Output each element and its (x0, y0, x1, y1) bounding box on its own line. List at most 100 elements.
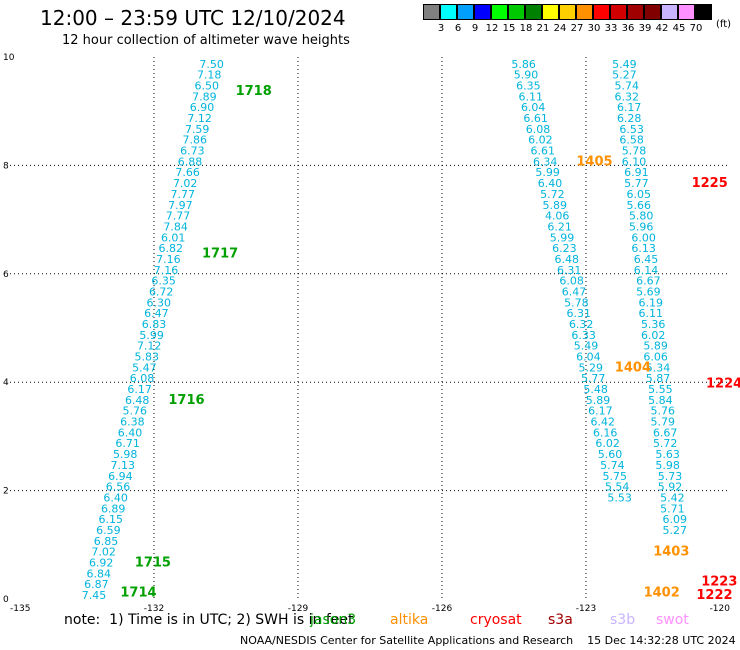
wave-height-point: 5.72 (653, 437, 678, 450)
wave-height-point: 5.49 (612, 58, 637, 71)
wave-height-point: 5.80 (629, 210, 654, 223)
wave-height-point: 6.11 (519, 90, 544, 103)
wave-height-point: 7.02 (91, 546, 116, 559)
wave-height-point: 5.90 (514, 69, 539, 82)
wave-height-point: 6.10 (622, 155, 647, 168)
wave-height-point: 5.99 (535, 166, 560, 179)
wave-height-point: 6.40 (103, 491, 128, 504)
wave-height-point: 6.72 (149, 285, 174, 298)
wave-height-point: 6.35 (516, 80, 541, 93)
wave-height-point: 6.02 (595, 437, 620, 450)
legend-label: 70 (689, 23, 703, 34)
wave-height-point: 6.31 (567, 307, 592, 320)
legend-label: 27 (570, 23, 584, 34)
wave-height-point: 6.32 (569, 318, 594, 331)
legend-swatch (508, 4, 525, 20)
x-tick-label: -120 (710, 604, 731, 614)
wave-height-point: 6.23 (552, 242, 577, 255)
wave-height-point: 5.84 (648, 394, 673, 407)
wave-height-point: 6.73 (180, 145, 205, 158)
wave-height-point: 5.48 (583, 383, 608, 396)
wave-height-point: 6.40 (538, 177, 563, 190)
legend-label: 15 (502, 23, 516, 34)
wave-height-point: 6.01 (161, 231, 186, 244)
wave-height-point: 6.35 (151, 275, 176, 288)
wave-height-point: 6.50 (195, 80, 220, 93)
wave-height-point: 6.02 (641, 329, 666, 342)
wave-height-point: 6.09 (663, 513, 688, 526)
wave-height-point: 7.45 (82, 589, 107, 602)
satellite-name: altika (390, 612, 429, 628)
y-tick-label: 2 (3, 487, 9, 497)
legend-swatch (610, 4, 627, 20)
legend-swatch (525, 4, 542, 20)
wave-height-point: 7.89 (192, 90, 217, 103)
wave-height-point: 5.60 (598, 448, 623, 461)
y-tick-label: 6 (3, 270, 9, 280)
track-time-label: 1405 (576, 154, 612, 169)
legend-swatch (440, 4, 457, 20)
wave-height-point: 5.98 (113, 448, 138, 461)
wave-height-point: 7.66 (175, 166, 200, 179)
wave-height-point: 5.89 (586, 394, 611, 407)
y-tick-label: 10 (3, 53, 15, 63)
legend-swatch (542, 4, 559, 20)
track-time-label: 1717 (202, 247, 238, 262)
x-tick-label: -132 (144, 604, 164, 614)
track-time-label: 1716 (168, 393, 204, 408)
wave-height-point: 5.73 (658, 470, 683, 483)
wave-height-point: 6.21 (547, 220, 572, 233)
wave-height-point: 6.17 (617, 101, 642, 114)
wave-height-point: 5.36 (641, 318, 666, 331)
wave-height-point: 6.06 (643, 351, 668, 364)
x-tick-label: -129 (288, 604, 309, 614)
wave-height-point: 5.92 (658, 481, 683, 494)
legend-swatch (661, 4, 678, 20)
wave-height-point: 6.91 (624, 166, 649, 179)
wave-height-point: 5.78 (564, 296, 589, 309)
wave-height-point: 6.47 (562, 285, 587, 298)
legend-swatch (695, 4, 712, 20)
wave-height-point: 6.11 (639, 307, 664, 320)
wave-height-point: 5.77 (624, 177, 649, 190)
wave-height-point: 6.92 (89, 556, 114, 569)
wave-height-point: 6.89 (101, 502, 126, 515)
wave-height-point: 6.28 (617, 112, 642, 125)
wave-height-point: 6.67 (653, 426, 678, 439)
wave-height-point: 6.15 (99, 513, 124, 526)
wave-height-point: 7.59 (185, 123, 210, 136)
wave-height-point: 5.66 (627, 199, 652, 212)
wave-height-point: 7.16 (154, 264, 179, 277)
wave-height-point: 6.87 (84, 578, 109, 591)
wave-height-point: 6.53 (619, 123, 644, 136)
wave-height-point: 7.12 (137, 340, 162, 353)
wave-height-point: 6.33 (571, 329, 596, 342)
wave-height-point: 5.42 (660, 491, 685, 504)
track-time-label: 1222 (696, 588, 732, 603)
wave-height-point: 6.85 (94, 535, 119, 548)
wave-height-point: 6.08 (130, 372, 155, 385)
legend-label: 9 (471, 23, 479, 34)
wave-height-point: 7.84 (163, 220, 188, 233)
wave-height-point: 5.98 (655, 459, 680, 472)
wave-height-point: 7.86 (183, 134, 208, 147)
legend-swatch (678, 4, 695, 20)
track-time-label: 1718 (236, 84, 272, 99)
y-tick-label: 4 (3, 378, 9, 388)
wave-height-point: 6.00 (631, 231, 656, 244)
wave-height-point: 5.69 (636, 285, 661, 298)
wave-height-point: 6.67 (636, 275, 661, 288)
wave-height-point: 6.04 (576, 351, 601, 364)
wave-height-point: 5.54 (605, 481, 630, 494)
wave-height-point: 6.61 (523, 112, 548, 125)
wave-height-point: 7.77 (171, 188, 196, 201)
wave-height-point: 5.63 (655, 448, 680, 461)
legend-swatch (627, 4, 644, 20)
legend-label: 12 (485, 23, 499, 34)
legend-label: 33 (604, 23, 618, 34)
wave-height-point: 7.18 (197, 69, 222, 82)
wave-height-point: 6.08 (526, 123, 551, 136)
wave-height-point: 7.16 (156, 253, 181, 266)
wave-height-point: 7.13 (111, 459, 136, 472)
legend-label: 18 (519, 23, 533, 34)
